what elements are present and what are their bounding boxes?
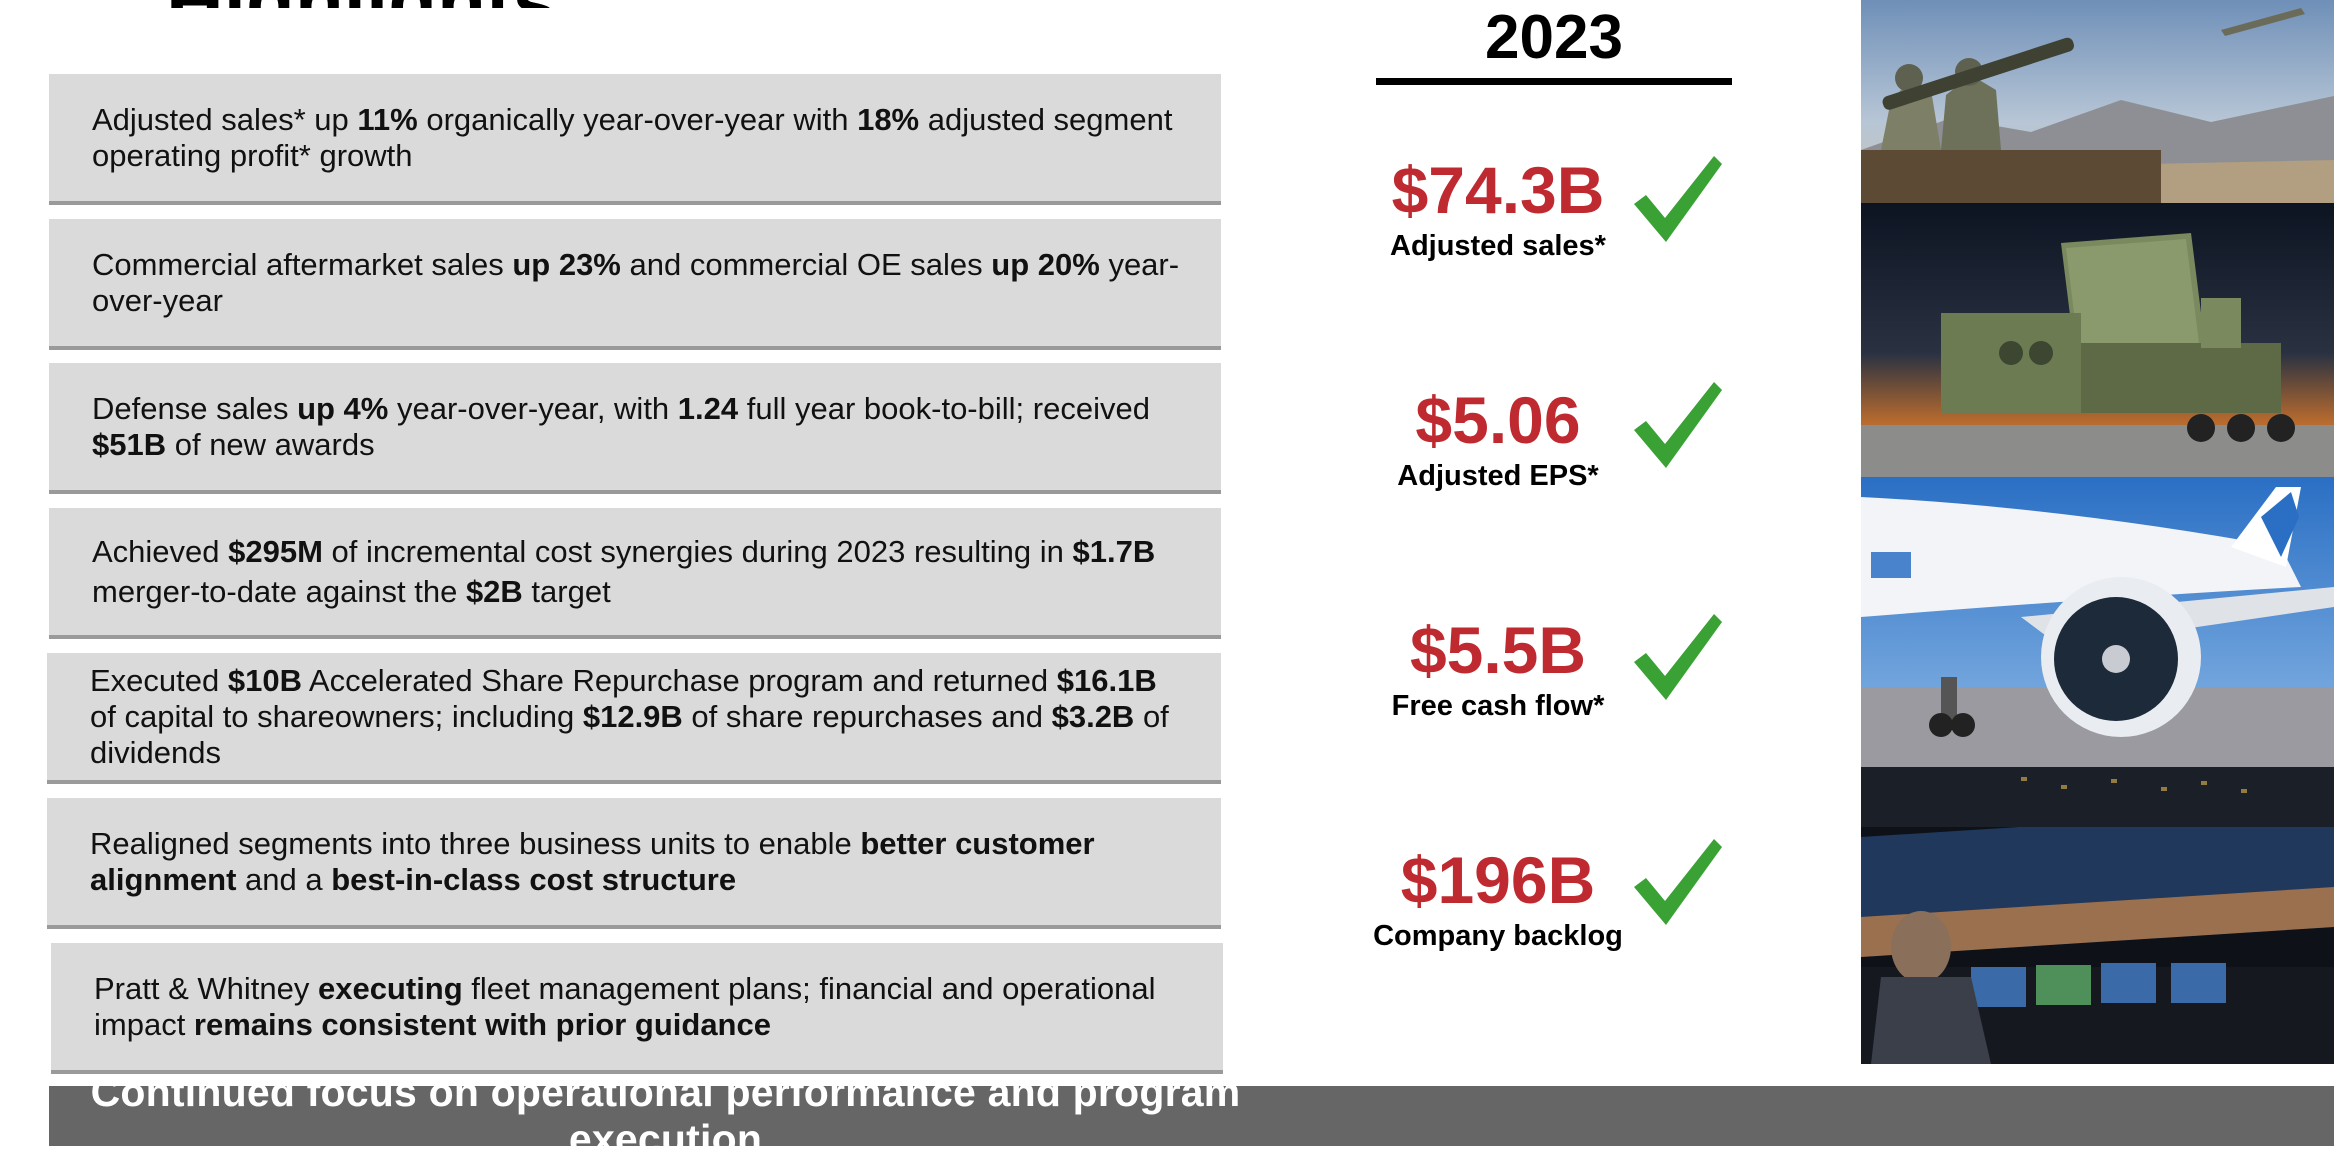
highlight-box: Defense sales up 4% year-over-year, with… bbox=[49, 363, 1221, 490]
banner-text: Continued focus on operational performan… bbox=[90, 1069, 1241, 1162]
checkmark-icon bbox=[1634, 382, 1722, 468]
highlight-run: year-over-year bbox=[92, 246, 1180, 318]
highlight-text: Adjusted sales* up 11% organically year-… bbox=[92, 102, 1183, 174]
highlight-emphasis: $1.7B bbox=[1072, 533, 1156, 569]
highlight-run: Executed bbox=[90, 662, 228, 698]
results-year: 2023 bbox=[1485, 3, 1623, 72]
cockpit-pilot-photo bbox=[1861, 767, 2334, 1064]
highlight-text: Achieved $295M of incremental cost syner… bbox=[92, 532, 1183, 612]
highlight-emphasis: $51B bbox=[92, 426, 167, 462]
highlight-run: merger-to-date against the bbox=[92, 573, 466, 609]
a320-aircraft-photo bbox=[1861, 477, 2334, 767]
metric-value-adjusted-eps: $5.06 bbox=[1415, 383, 1581, 457]
highlight-run: of new awards bbox=[166, 426, 375, 462]
highlight-run: organically year-over-year with bbox=[417, 101, 858, 137]
metric-value-free-cash-flow: $5.5B bbox=[1409, 613, 1587, 687]
checkmark-icon bbox=[1634, 614, 1722, 700]
highlight-run: Pratt & Whitney bbox=[94, 970, 318, 1006]
highlight-run: of share repurchases and bbox=[682, 698, 1052, 734]
highlight-run: of capital to shareowners; including bbox=[90, 698, 583, 734]
metric-label-adjusted-eps: Adjusted EPS* bbox=[1397, 460, 1599, 492]
highlight-box: Pratt & Whitney executing fleet manageme… bbox=[51, 943, 1223, 1070]
highlight-box: Adjusted sales* up 11% organically year-… bbox=[49, 74, 1221, 201]
highlight-emphasis: up 20% bbox=[991, 246, 1100, 282]
highlight-run: adjusted segment operating profit* growt… bbox=[92, 101, 1173, 173]
highlight-emphasis: $16.1B bbox=[1056, 662, 1157, 698]
metric-value-adjusted-sales: $74.3B bbox=[1391, 153, 1605, 227]
year-underline bbox=[1376, 78, 1732, 85]
highlight-emphasis: executing bbox=[317, 970, 463, 1006]
highlight-emphasis: up 23% bbox=[512, 246, 621, 282]
metric-label-free-cash-flow: Free cash flow* bbox=[1391, 690, 1605, 722]
highlight-run: full year book-to-bill; received bbox=[738, 390, 1150, 426]
highlight-emphasis: 11% bbox=[357, 101, 418, 137]
highlight-emphasis: better customer alignment bbox=[90, 825, 1095, 897]
highlight-emphasis: remains consistent with prior guidance bbox=[193, 1006, 771, 1042]
highlight-emphasis: $10B bbox=[227, 662, 302, 698]
metric-value-company-backlog: $196B bbox=[1400, 843, 1596, 917]
highlight-text: Executed $10B Accelerated Share Repurcha… bbox=[90, 663, 1183, 771]
highlight-text: Commercial aftermarket sales up 23% and … bbox=[92, 247, 1183, 319]
highlight-text: Defense sales up 4% year-over-year, with… bbox=[92, 391, 1183, 463]
highlight-text: Pratt & Whitney executing fleet manageme… bbox=[94, 971, 1185, 1043]
slide-title-fragment: Highlights bbox=[166, 0, 557, 8]
highlight-box: Realigned segments into three business u… bbox=[47, 798, 1221, 925]
highlight-run: Achieved bbox=[92, 533, 229, 569]
highlight-run: and a bbox=[236, 861, 332, 897]
checkmark-icon bbox=[1634, 156, 1722, 242]
checkmark-icon bbox=[1634, 839, 1722, 925]
highlight-run: and commercial OE sales bbox=[620, 246, 992, 282]
highlight-emphasis: 1.24 bbox=[677, 390, 739, 426]
highlight-emphasis: $2B bbox=[465, 573, 523, 609]
slide-title-text: Highlights bbox=[166, 0, 557, 8]
highlight-text: Realigned segments into three business u… bbox=[90, 826, 1183, 898]
highlight-emphasis: best-in-class cost structure bbox=[331, 861, 737, 897]
highlight-emphasis: $12.9B bbox=[582, 698, 683, 734]
highlight-run: Accelerated Share Repurchase program and… bbox=[301, 662, 1057, 698]
highlight-emphasis: 18% bbox=[857, 101, 920, 137]
highlight-run: of dividends bbox=[90, 698, 1169, 770]
highlight-run: Commercial aftermarket sales bbox=[92, 246, 513, 282]
highlight-run: Adjusted sales* up bbox=[92, 101, 358, 137]
highlight-box: Executed $10B Accelerated Share Repurcha… bbox=[47, 653, 1221, 780]
highlight-emphasis: $3.2B bbox=[1051, 698, 1135, 734]
highlight-emphasis: $295M bbox=[228, 533, 323, 569]
highlight-run: fleet management plans; financial and op… bbox=[94, 970, 1156, 1042]
highlight-run: of incremental cost synergies during 202… bbox=[322, 533, 1073, 569]
soldiers-missile-photo bbox=[1861, 0, 2334, 203]
highlight-emphasis: up 4% bbox=[297, 390, 389, 426]
metric-label-company-backlog: Company backlog bbox=[1373, 920, 1623, 952]
highlight-box: Achieved $295M of incremental cost syner… bbox=[49, 508, 1221, 635]
metric-label-adjusted-sales: Adjusted sales* bbox=[1390, 230, 1606, 262]
highlight-run: Defense sales bbox=[92, 390, 298, 426]
bottom-banner: Continued focus on operational performan… bbox=[49, 1069, 2334, 1162]
highlight-run: Realigned segments into three business u… bbox=[90, 825, 861, 861]
highlight-run: target bbox=[522, 573, 611, 609]
radar-system-photo bbox=[1861, 203, 2334, 477]
highlight-box: Commercial aftermarket sales up 23% and … bbox=[49, 219, 1221, 346]
highlight-run: year-over-year, with bbox=[388, 390, 678, 426]
